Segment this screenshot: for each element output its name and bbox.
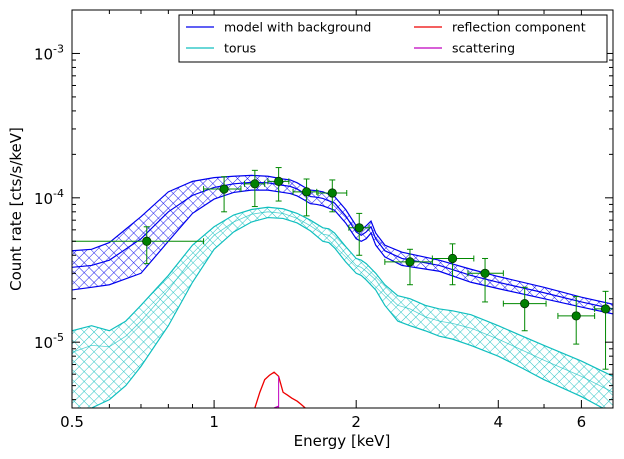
- plot-frame: [71, 9, 614, 409]
- y-axis-title: Count rate [cts/s/keV]: [7, 127, 25, 291]
- data-point-11: [557, 296, 596, 345]
- data-point-4: [292, 178, 318, 217]
- data-marker: [219, 184, 229, 194]
- torus-band-lower: [90, 216, 604, 408]
- data-marker: [142, 236, 152, 246]
- data-marker: [327, 188, 337, 198]
- data-marker: [600, 304, 611, 314]
- x-tick-label: 6: [577, 413, 587, 431]
- torus-band-upper: [72, 206, 613, 377]
- data-point-12: [594, 290, 613, 370]
- data-point-0: [72, 226, 205, 265]
- data-point-7: [384, 248, 433, 286]
- data-point-5: [317, 179, 348, 213]
- legend-entry-2: torus: [186, 41, 256, 56]
- torus-line: [72, 211, 613, 393]
- axis-ticks: 0.5 1 2 4 6 10-5 10-4 10-3: [34, 10, 613, 431]
- legend-entry-3: scattering: [414, 41, 515, 56]
- plot-area: [72, 167, 613, 408]
- model-band-lower: [72, 189, 613, 315]
- data-marker: [274, 176, 284, 186]
- x-tick-label: 0.5: [60, 413, 84, 431]
- data-marker: [520, 299, 530, 309]
- data-marker: [447, 253, 458, 264]
- data-marker: [354, 223, 364, 233]
- data-point-9: [467, 257, 504, 303]
- legend: model with background reflection componen…: [178, 14, 608, 63]
- data-point-3: [267, 167, 290, 202]
- x-tick-label: 2: [351, 413, 361, 431]
- legend-label: reflection component: [452, 20, 586, 35]
- reflection-line: [254, 371, 306, 408]
- data-marker: [480, 268, 490, 278]
- data-point-1: [203, 176, 242, 213]
- y-tick-label: 10-5: [34, 331, 64, 352]
- data-point-8: [431, 243, 475, 286]
- legend-label: torus: [224, 41, 256, 56]
- data-point-10: [502, 286, 547, 332]
- y-tick-label: 10-3: [34, 42, 64, 63]
- legend-entry-1: reflection component: [414, 20, 586, 35]
- y-tick-label: 10-4: [34, 187, 64, 208]
- data-marker: [571, 311, 581, 321]
- data-marker: [405, 257, 415, 267]
- model-line: [72, 181, 613, 310]
- model-band: [72, 175, 613, 314]
- x-axis-title: Energy [keV]: [294, 432, 391, 450]
- data-marker: [250, 179, 260, 189]
- x-tick-label: 4: [494, 413, 504, 431]
- legend-box: [178, 14, 608, 63]
- legend-label: model with background: [224, 20, 371, 35]
- data-marker: [301, 187, 312, 197]
- torus-band: [72, 207, 613, 408]
- data-point-2: [244, 169, 266, 208]
- x-tick-label: 1: [209, 413, 219, 431]
- legend-entry-0: model with background: [186, 20, 371, 35]
- data-point-6: [348, 212, 370, 256]
- legend-label: scattering: [452, 41, 515, 56]
